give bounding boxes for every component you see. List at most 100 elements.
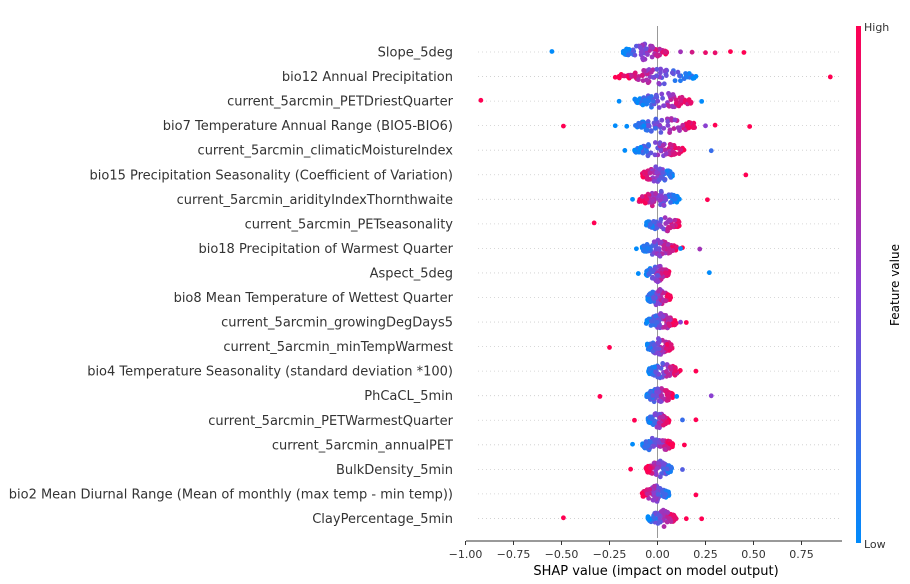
shap-point	[646, 272, 651, 277]
shap-point	[649, 54, 655, 60]
shap-point-outlier	[699, 516, 705, 522]
shap-point	[691, 120, 697, 126]
shap-point	[663, 151, 669, 157]
shap-point	[646, 143, 652, 148]
feature-label: PhCaCL_5min	[364, 389, 453, 404]
shap-point	[647, 465, 653, 471]
feature-label: current_5arcmin_PETseasonality	[245, 217, 454, 232]
x-tick-label: −0.50	[545, 548, 579, 561]
shap-point-outlier	[622, 148, 628, 153]
shap-point	[668, 519, 674, 524]
x-tick-label: 0.00	[645, 548, 670, 561]
shap-point-outlier	[680, 467, 685, 472]
shap-point	[663, 346, 669, 351]
shap-point	[653, 346, 659, 351]
shap-point	[648, 150, 654, 156]
shap-point	[657, 444, 663, 449]
shap-point	[686, 125, 692, 131]
shap-point	[647, 419, 653, 425]
shap-point	[630, 47, 636, 53]
shap-point	[642, 200, 648, 206]
shap-point	[639, 198, 644, 204]
shap-point-outlier	[689, 49, 695, 55]
shap-point	[647, 291, 653, 297]
shap-point-outlier	[683, 320, 689, 325]
shap-point	[653, 116, 659, 122]
feature-label: ClayPercentage_5min	[312, 512, 453, 527]
shap-point	[661, 226, 666, 232]
x-axis: −1.00 −0.75 −0.50 −0.25 0.00 0.25 0.50 0.75	[449, 540, 842, 561]
shap-point	[658, 148, 664, 153]
shap-point	[632, 97, 638, 102]
shap-point	[660, 414, 666, 420]
shap-point	[663, 298, 668, 304]
shap-point	[632, 70, 638, 76]
shap-point	[651, 178, 657, 184]
shap-point	[651, 515, 657, 521]
shap-point	[661, 202, 667, 208]
shap-point	[637, 145, 643, 151]
x-tick-label: −0.25	[593, 548, 627, 561]
shap-point	[648, 323, 654, 328]
shap-point	[676, 223, 682, 229]
shap-point	[668, 342, 674, 348]
shap-point-outlier	[678, 49, 683, 55]
shap-points	[478, 41, 833, 529]
feature-label: Slope_5deg	[378, 46, 453, 61]
shap-point	[662, 447, 668, 452]
shap-point	[656, 440, 662, 445]
shap-point	[655, 278, 660, 284]
shap-point	[661, 466, 666, 472]
shap-point	[667, 225, 673, 231]
shap-point	[658, 399, 664, 404]
shap-point-outlier	[693, 417, 699, 423]
shap-point-outlier	[612, 123, 618, 129]
shap-point	[661, 103, 667, 109]
shap-point-outlier	[597, 394, 603, 399]
shap-point	[644, 341, 650, 347]
shap-point	[661, 125, 667, 131]
shap-point	[636, 77, 641, 83]
shap-point-outlier	[645, 515, 651, 521]
shap-point-outlier	[703, 123, 708, 129]
feature-label: current_5arcmin_PETWarmestQuarter	[208, 414, 453, 429]
shap-point	[660, 170, 666, 176]
shap-point	[656, 105, 662, 110]
x-tick-label: 0.25	[693, 548, 718, 561]
shap-point-outlier	[633, 246, 639, 252]
shap-point	[650, 393, 656, 398]
colorbar-low-label: Low	[864, 538, 886, 551]
shap-point	[657, 519, 663, 525]
shap-point	[647, 222, 653, 227]
shap-point	[646, 123, 652, 129]
shap-point-outlier	[827, 74, 833, 80]
colorbar: High Low Feature value	[856, 21, 902, 551]
shap-point	[673, 516, 679, 522]
shap-point	[652, 313, 658, 319]
shap-point	[665, 123, 671, 128]
shap-point	[651, 295, 656, 301]
shap-point	[667, 173, 673, 179]
shap-point	[645, 176, 651, 182]
shap-point	[650, 348, 656, 354]
shap-point	[644, 149, 650, 155]
shap-point	[644, 319, 650, 325]
feature-label: bio8 Mean Temperature of Wettest Quarter	[174, 291, 454, 306]
shap-point	[644, 101, 650, 107]
shap-point	[653, 191, 659, 196]
shap-point	[644, 77, 649, 83]
shap-point-outlier	[628, 466, 634, 472]
shap-point	[639, 72, 645, 78]
shap-point	[673, 101, 679, 106]
shap-point-outlier	[674, 394, 680, 399]
feature-label: current_5arcmin_growingDegDays5	[221, 316, 453, 331]
shap-point	[648, 69, 654, 75]
feature-label: BulkDensity_5min	[336, 463, 453, 478]
shap-point	[674, 244, 679, 250]
shap-point	[641, 123, 647, 129]
shap-point	[686, 97, 692, 103]
shap-point	[667, 364, 673, 370]
shap-point	[676, 145, 682, 151]
shap-point	[656, 177, 662, 183]
shap-point	[677, 73, 682, 79]
